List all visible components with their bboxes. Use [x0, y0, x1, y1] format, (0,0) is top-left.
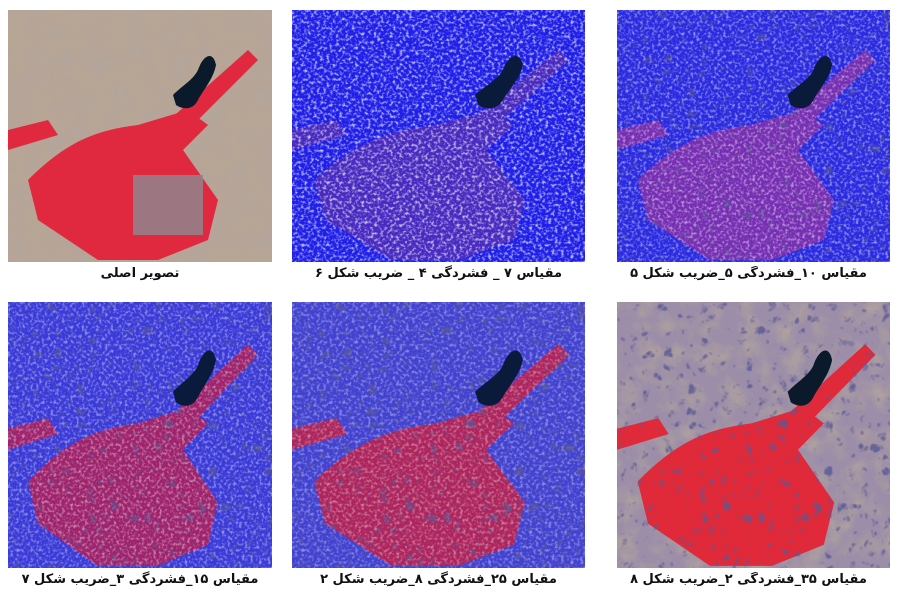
caption: مقیاس ۱۰_فشردگی ۵_ضریب شکل ۵	[600, 266, 897, 281]
original-image	[8, 10, 272, 262]
segmentation-image	[617, 302, 890, 568]
page: {"panels": [ {"caption": "تصویر اصلی"}, …	[0, 0, 897, 597]
caption: مقیاس ۲۵_فشردگی ۸_ضریب شکل ۲	[292, 572, 585, 587]
caption: مقیاس ۳۵_فشردگی ۲_ضریب شکل ۸	[600, 572, 897, 587]
segmentation-image	[292, 302, 585, 568]
segmentation-image	[8, 302, 272, 568]
caption: مقیاس ۷ _ فشردگی ۴ _ ضریب شکل ۶	[292, 266, 585, 281]
segmentation-image	[617, 10, 890, 262]
caption: تصویر اصلی	[8, 266, 272, 281]
segmentation-image	[292, 10, 585, 262]
caption: مقیاس ۱۵_فشردگی ۳_ضریب شکل ۷	[8, 572, 272, 587]
